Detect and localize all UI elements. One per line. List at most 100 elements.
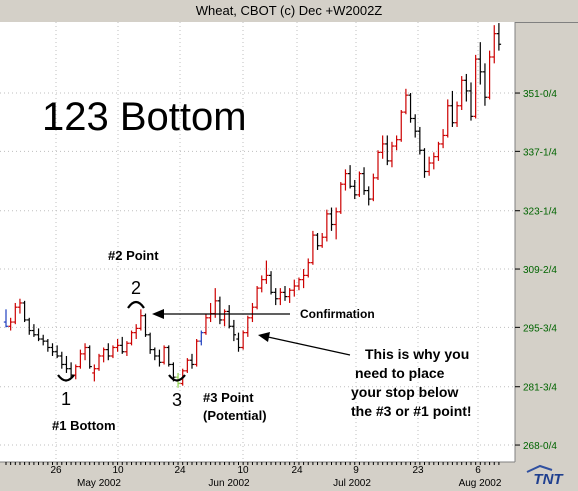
- ohlc-bar: [361, 167, 367, 195]
- ohlc-bar: [110, 345, 116, 359]
- x-axis: 26 10 24 10 24 9 23 6 May 2002 Jun 2002 Jul 2002 Au…: [5, 462, 502, 489]
- ohlc-bar: [27, 317, 32, 335]
- ohlc-bar: [431, 152, 436, 170]
- annotation-texts: 123 Bottom #2 Point 2 1 3 #1 Bottom #3 P…: [42, 95, 472, 433]
- ohlc-bar: [8, 317, 13, 331]
- ohlc-bar: [120, 336, 125, 354]
- y-tick-label: 268-0/4: [523, 441, 557, 452]
- ohlc-bar: [347, 165, 353, 189]
- x-day-label: 6: [475, 465, 481, 476]
- y-tick-label: 323-1/4: [523, 207, 557, 218]
- label-1: 1: [61, 389, 71, 409]
- y-tick-label: 281-3/4: [523, 383, 557, 394]
- y-tick-label: 309-2/4: [523, 265, 557, 276]
- ohlc-bar: [41, 334, 46, 346]
- ohlc-bar: [106, 343, 111, 361]
- confirmation-text: Confirmation: [300, 307, 375, 321]
- ohlc-bar: [287, 288, 292, 303]
- bracket-point-3: [168, 374, 186, 382]
- grid: [0, 22, 515, 462]
- ohlc-bar: [45, 339, 51, 352]
- ohlc-bar: [487, 50, 492, 100]
- y-tick-label: 351-0/4: [523, 89, 557, 100]
- ohlc-bar: [115, 339, 120, 352]
- x-month-label: May 2002: [77, 478, 121, 489]
- ohlc-bar: [273, 288, 278, 306]
- ohlc-bar: [134, 324, 139, 340]
- ohlc-bar: [157, 349, 162, 367]
- stop-line-4: the #3 or #1 point!: [351, 403, 472, 419]
- ohlc-bar: [324, 209, 330, 242]
- ohlc-bar: [250, 302, 255, 323]
- bracket-point-1: [57, 374, 75, 382]
- ohlc-bar: [375, 150, 381, 180]
- ohlc-bar: [403, 88, 409, 115]
- ohlc-bar: [143, 313, 148, 337]
- ohlc-bar: [459, 76, 464, 110]
- ohlc-bar: [222, 309, 227, 327]
- ohlc-bar: [189, 353, 195, 369]
- ohlc-bar: [59, 351, 64, 369]
- ohlc-bar: [236, 332, 241, 352]
- ohlc-bar: [31, 324, 37, 337]
- ohlc-bar: [436, 141, 441, 161]
- stop-arrow: [267, 336, 351, 356]
- ohlc-bar: [426, 156, 432, 176]
- x-day-label: 24: [174, 465, 186, 476]
- stop-line-2: need to place: [355, 365, 445, 381]
- tnt-logo: TNT: [520, 462, 578, 491]
- ohlc-bar: [264, 260, 269, 284]
- point2-title: #2 Point: [108, 248, 159, 263]
- plot-area: [0, 22, 515, 462]
- ohlc-bar: [17, 298, 23, 314]
- stop-arrowhead: [258, 332, 270, 342]
- ohlc-bar: [147, 332, 153, 354]
- ohlc-bar: [440, 129, 446, 149]
- ohlc-bar: [380, 135, 385, 159]
- x-month-label: Jul 2002: [333, 478, 371, 489]
- stop-line-3: your stop below: [351, 384, 458, 400]
- ohlc-bar: [371, 173, 376, 202]
- ohlc-bar: [78, 349, 83, 369]
- ohlc-bar: [185, 358, 190, 373]
- y-axis: 268-0/4 281-3/4 295-3/4 309-2/4 323-1/4 337-1…: [515, 89, 557, 452]
- ohlc-bar: [496, 23, 502, 51]
- x-day-label: 23: [412, 465, 424, 476]
- ohlc-bar: [333, 207, 339, 240]
- ohlc-bar: [352, 179, 357, 200]
- ohlc-bar: [3, 309, 9, 328]
- ohlc-bar: [310, 230, 316, 265]
- price-bars: [3, 23, 502, 388]
- ohlc-bar: [454, 101, 460, 127]
- x-day-label: 26: [50, 465, 62, 476]
- x-day-label: 9: [353, 465, 359, 476]
- annotation-shapes: [57, 300, 186, 382]
- ohlc-bar: [445, 99, 450, 138]
- ohlc-bar: [296, 277, 302, 291]
- confirmation-arrowhead: [152, 309, 164, 319]
- ohlc-bar: [50, 343, 55, 356]
- ohlc-bar: [301, 269, 306, 289]
- ohlc-bar: [245, 315, 250, 337]
- ohlc-bar: [338, 182, 343, 214]
- ohlc-bar: [259, 275, 264, 293]
- ohlc-bar: [152, 347, 157, 361]
- ohlc-bar: [240, 330, 246, 350]
- ohlc-bar: [13, 302, 18, 325]
- label-2: 2: [131, 278, 141, 298]
- ohlc-bar: [161, 345, 167, 365]
- ohlc-bar: [87, 345, 92, 369]
- bottom1-text: #1 Bottom: [52, 418, 116, 433]
- ohlc-bar: [101, 347, 106, 363]
- ohlc-bar: [492, 25, 497, 64]
- x-day-label: 10: [237, 465, 249, 476]
- ohlc-bar: [268, 271, 274, 295]
- ohlc-bar: [194, 339, 199, 367]
- ohlc-bar: [203, 313, 209, 335]
- ohlc-bar: [129, 330, 134, 346]
- ohlc-bar: [389, 141, 395, 168]
- ohlc-bar: [394, 135, 399, 151]
- ohlc-bar: [231, 319, 237, 342]
